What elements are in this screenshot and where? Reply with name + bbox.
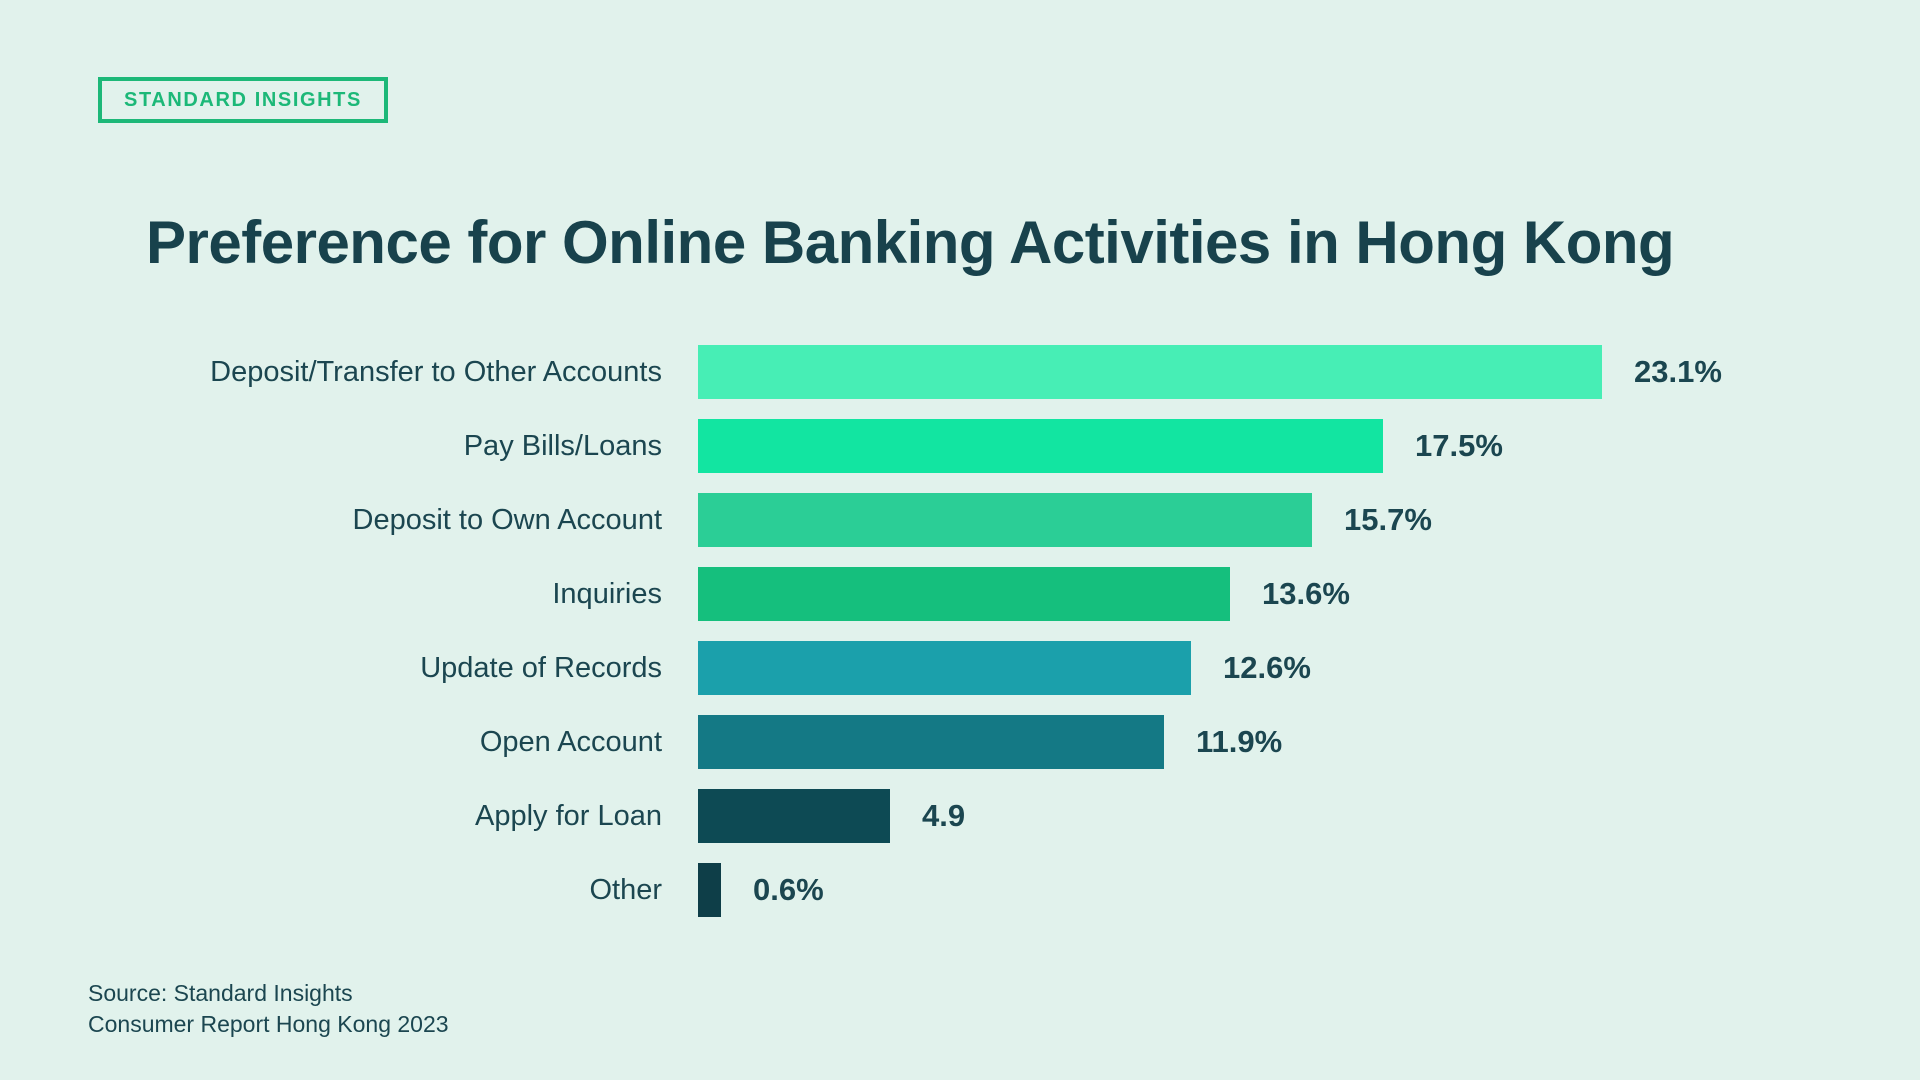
bar-value: 15.7% — [1344, 502, 1432, 537]
bar — [698, 715, 1164, 769]
bar — [698, 345, 1602, 399]
bar-track — [698, 345, 1602, 399]
chart-title: Preference for Online Banking Activities… — [146, 209, 1675, 276]
bar-value: 23.1% — [1634, 354, 1722, 389]
bar-label: Open Account — [479, 725, 662, 758]
bar-label: Pay Bills/Loans — [463, 429, 662, 462]
bar-value: 11.9% — [1196, 724, 1283, 759]
bar-label: Other — [589, 873, 662, 906]
bar-row: Update of Records 12.6% — [0, 641, 1920, 695]
bar-track — [698, 715, 1164, 769]
bar-label: Deposit/Transfer to Other Accounts — [210, 355, 662, 388]
logo-label: STANDARD INSIGHTS — [124, 88, 362, 111]
bar-row: Other 0.6% — [0, 863, 1920, 917]
bar — [698, 641, 1191, 695]
bar — [698, 789, 890, 843]
bar-row: Deposit/Transfer to Other Accounts 23.1% — [0, 345, 1920, 399]
bar-row: Open Account 11.9% — [0, 715, 1920, 769]
bar-value: 13.6% — [1262, 576, 1350, 611]
bar-track — [698, 641, 1191, 695]
bar-track — [698, 789, 890, 843]
bar-value: 4.9 — [922, 798, 966, 833]
bar — [698, 419, 1383, 473]
bar-row: Apply for Loan 4.9 — [0, 789, 1920, 843]
bar-row: Deposit to Own Account 15.7% — [0, 493, 1920, 547]
bar-label: Inquiries — [552, 577, 662, 610]
bar-track — [698, 419, 1383, 473]
bar-chart: Deposit/Transfer to Other Accounts 23.1%… — [0, 345, 1920, 917]
standard-insights-logo: STANDARD INSIGHTS — [98, 77, 388, 123]
bar-label: Apply for Loan — [474, 799, 662, 832]
bar-track — [698, 493, 1312, 547]
bar-value: 17.5% — [1415, 428, 1503, 463]
bar-value: 0.6% — [753, 872, 824, 907]
bar-row: Inquiries 13.6% — [0, 567, 1920, 621]
bar-value: 12.6% — [1223, 650, 1311, 685]
bar-track — [698, 863, 721, 917]
bar-label: Update of Records — [420, 651, 662, 684]
bar-track — [698, 567, 1230, 621]
bar — [698, 493, 1312, 547]
source-line-1: Source: Standard Insights — [88, 980, 353, 1006]
bar — [698, 863, 721, 917]
source-line-2: Consumer Report Hong Kong 2023 — [88, 1011, 449, 1038]
bar — [698, 567, 1230, 621]
bar-label: Deposit to Own Account — [352, 503, 663, 536]
bar-row: Pay Bills/Loans 17.5% — [0, 419, 1920, 473]
source-note: Source: Standard Insights Consumer Repor… — [88, 978, 449, 1040]
